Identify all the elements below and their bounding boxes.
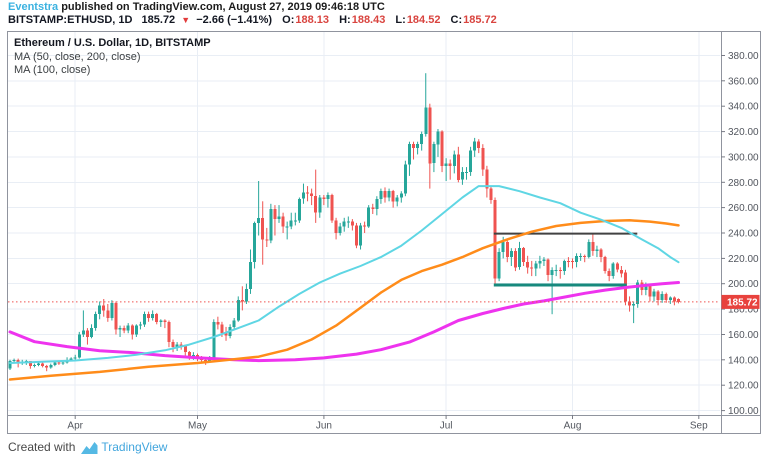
high-value: 188.43 <box>351 14 386 26</box>
grid-lines <box>8 32 720 415</box>
drawing-tools-layer[interactable] <box>493 232 638 287</box>
legend-ma-50-200: MA (50, close, 200, close) <box>14 50 141 63</box>
low-value: 184.52 <box>406 14 441 26</box>
footer-attribution: Created with TradingView <box>8 440 167 454</box>
svg-text:340.00: 340.00 <box>728 102 759 113</box>
open-value: 188.13 <box>295 14 330 26</box>
svg-text:300.00: 300.00 <box>728 152 759 163</box>
tradingview-logo-icon <box>81 441 98 454</box>
svg-text:360.00: 360.00 <box>728 76 759 87</box>
svg-text:320.00: 320.00 <box>728 127 759 138</box>
open-label: O: <box>282 14 295 26</box>
ma-line <box>9 185 680 364</box>
svg-text:260.00: 260.00 <box>728 203 759 214</box>
byline: Eventstra published on TradingView.com, … <box>8 1 385 13</box>
svg-text:Apr: Apr <box>67 421 83 432</box>
svg-text:280.00: 280.00 <box>728 178 759 189</box>
down-arrow-icon: ▼ <box>181 15 191 25</box>
created-with-label: Created with <box>8 440 76 454</box>
moving-averages-layer <box>8 185 680 381</box>
svg-text:200.00: 200.00 <box>728 279 759 290</box>
ma-line <box>8 219 680 381</box>
legend-symbol-title: Ethereum / U.S. Dollar, 1D, BITSTAMP <box>14 37 211 49</box>
last-price-axis-label: 185.72 <box>721 294 760 309</box>
high-label: H: <box>339 14 351 26</box>
svg-text:180.00: 180.00 <box>728 305 759 316</box>
legend-ma-100: MA (100, close) <box>14 64 91 76</box>
byline-author-link[interactable]: Eventstra <box>8 1 59 13</box>
chart-legend: Ethereum / U.S. Dollar, 1D, BITSTAMP MA … <box>14 37 211 78</box>
byline-text: published on TradingView.com, August 27,… <box>58 1 385 13</box>
tradingview-brand-link[interactable]: TradingView <box>101 440 168 454</box>
svg-text:100.00: 100.00 <box>728 406 759 417</box>
symbol-name: BITSTAMP:ETHUSD, 1D <box>8 14 133 26</box>
svg-text:220.00: 220.00 <box>728 254 759 265</box>
svg-text:120.00: 120.00 <box>728 381 759 392</box>
ma-line <box>8 281 680 363</box>
svg-text:185.72: 185.72 <box>727 297 758 308</box>
candles-layer <box>8 73 680 372</box>
close-value: 185.72 <box>463 14 497 26</box>
last-price-value: 185.72 <box>141 14 176 26</box>
svg-text:Jun: Jun <box>316 421 332 432</box>
svg-text:380.00: 380.00 <box>728 51 759 62</box>
low-label: L: <box>395 14 406 26</box>
svg-text:140.00: 140.00 <box>728 355 759 366</box>
close-label: C: <box>450 14 463 26</box>
symbol-info-bar: BITSTAMP:ETHUSD, 1D 185.72 ▼ −2.66 (−1.4… <box>8 14 497 26</box>
price-axis[interactable]: 380.00 360.00 340.00 320.00 300.00 280.00 260.… <box>721 51 759 417</box>
price-change: −2.66 (−1.41%) <box>196 14 273 26</box>
svg-text:Aug: Aug <box>564 421 582 432</box>
svg-text:160.00: 160.00 <box>728 330 759 341</box>
svg-text:Sep: Sep <box>690 421 708 432</box>
svg-text:Jul: Jul <box>440 421 453 432</box>
svg-text:May: May <box>188 421 207 432</box>
time-axis[interactable]: Apr May Jun Jul Aug Sep <box>67 415 708 432</box>
chart-frame-borders <box>7 31 761 434</box>
svg-text:240.00: 240.00 <box>728 229 759 240</box>
